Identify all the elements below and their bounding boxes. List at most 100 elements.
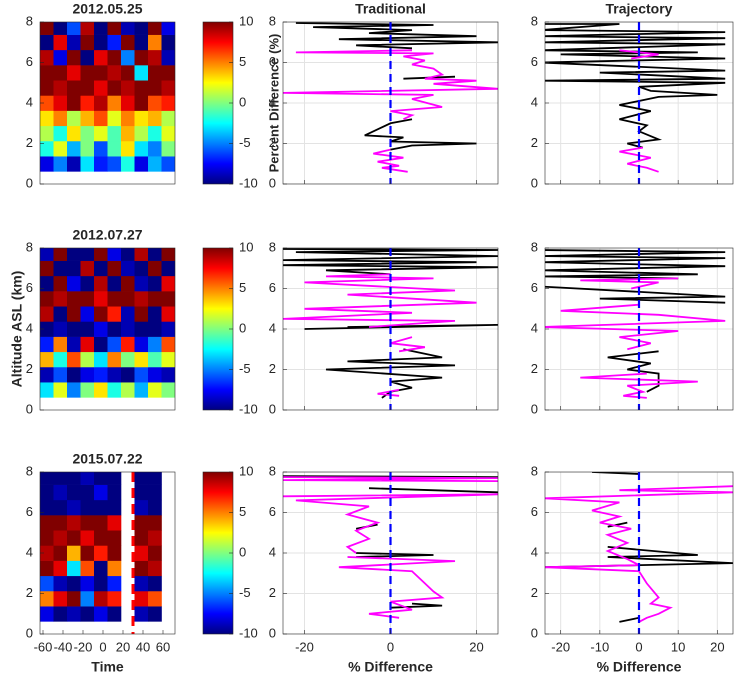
heat-cell (40, 156, 54, 172)
heat-cell (107, 248, 122, 261)
heat-cell (53, 472, 68, 485)
heat-cell (134, 110, 149, 127)
heat-cell (148, 248, 162, 261)
heat-cell (67, 484, 81, 501)
heat-cell (67, 125, 81, 142)
heat-cell (161, 156, 175, 172)
heat-cell (134, 484, 149, 501)
x-tick-label: -20 (551, 639, 570, 654)
heat-cell (161, 65, 175, 81)
x-tick-label: -60 (34, 639, 53, 654)
heat-cell (94, 49, 108, 66)
heat-cell (161, 382, 175, 398)
heat-cell (80, 22, 95, 35)
colorbar-tick-label: -10 (239, 175, 258, 190)
heat-cell (80, 545, 95, 561)
heat-cell (134, 95, 149, 111)
y-axis-label: Altitude ASL (km) (9, 271, 25, 388)
y-tick-label: 6 (269, 54, 276, 69)
heat-cell (107, 560, 122, 577)
heat-cell (94, 575, 108, 592)
heat-cell (148, 306, 162, 322)
profile-line (283, 273, 477, 397)
heat-cell (80, 321, 95, 337)
heat-cell (94, 321, 108, 337)
y-tick-label: 6 (26, 280, 33, 295)
heat-cell (134, 156, 149, 172)
y-tick-label: 8 (26, 239, 33, 254)
plot-area (283, 248, 498, 410)
y-tick-label: 2 (269, 361, 276, 376)
heat-cell (40, 125, 54, 142)
y-tick-label: 0 (531, 175, 538, 190)
colorbar (202, 247, 234, 411)
heat-cell (80, 125, 95, 142)
heat-cell (134, 65, 149, 81)
y-tick-label: 0 (269, 625, 276, 640)
heat-cell (161, 321, 175, 337)
heat-cell (121, 275, 135, 292)
heat-cell (80, 606, 95, 622)
heat-cell (107, 336, 122, 353)
heat-cell (67, 575, 81, 592)
heat-cell (67, 260, 81, 277)
profile-line (545, 472, 733, 623)
colorbar-tick-label: 5 (239, 504, 246, 519)
colorbar-tick-label: -10 (239, 625, 258, 640)
chart-title: 2015.07.22 (72, 451, 142, 467)
heat-cell (53, 140, 68, 157)
heat-cell (107, 260, 122, 277)
heat-cell (148, 515, 162, 531)
profile-line (545, 485, 733, 623)
heat-cell (161, 366, 175, 383)
heat-cell (134, 260, 149, 277)
heat-cell (67, 22, 81, 35)
heat-cell (134, 80, 149, 96)
heat-cell (121, 248, 135, 261)
heat-cell (148, 382, 162, 398)
plot-area (545, 248, 733, 410)
heat-cell (107, 291, 122, 307)
heat-cell (107, 275, 122, 292)
heat-cell (67, 140, 81, 157)
heat-cell (40, 382, 54, 398)
heat-cell (134, 140, 149, 157)
heat-cell (148, 484, 162, 501)
heat-cell (40, 499, 54, 516)
heat-cell (94, 110, 108, 127)
heat-cell (67, 248, 81, 261)
heat-cell (53, 156, 68, 172)
heat-cell (40, 336, 54, 353)
heat-cell (134, 366, 149, 383)
heat-cell (107, 351, 122, 368)
heat-cell (40, 260, 54, 277)
y-tick-label: 0 (269, 175, 276, 190)
heat-cell (107, 140, 122, 157)
y-tick-label: 8 (531, 239, 538, 254)
y-tick-label: 2 (531, 585, 538, 600)
heat-cell (67, 366, 81, 383)
x-tick-label: -20 (74, 639, 93, 654)
heat-cell (107, 606, 122, 622)
heat-cell (53, 560, 68, 577)
plot-area (40, 472, 162, 634)
heat-cell (53, 248, 68, 261)
heat-cell (121, 156, 135, 172)
heat-cell (161, 80, 175, 96)
heat-cell (40, 306, 54, 322)
y-tick-label: 2 (269, 585, 276, 600)
heat-cell (94, 80, 108, 96)
colorbar-tick-label: 5 (239, 280, 246, 295)
heat-cell (134, 306, 149, 322)
heat-cell (107, 499, 122, 516)
heat-cell (80, 530, 95, 546)
chart-title: Trajectory (606, 1, 673, 17)
plot-area (283, 22, 498, 184)
heat-cell (67, 95, 81, 111)
x-tick-label: -10 (590, 639, 609, 654)
heat-cell (80, 575, 95, 592)
axes-box (282, 21, 499, 185)
heat-cell (40, 321, 54, 337)
heat-cell (107, 110, 122, 127)
